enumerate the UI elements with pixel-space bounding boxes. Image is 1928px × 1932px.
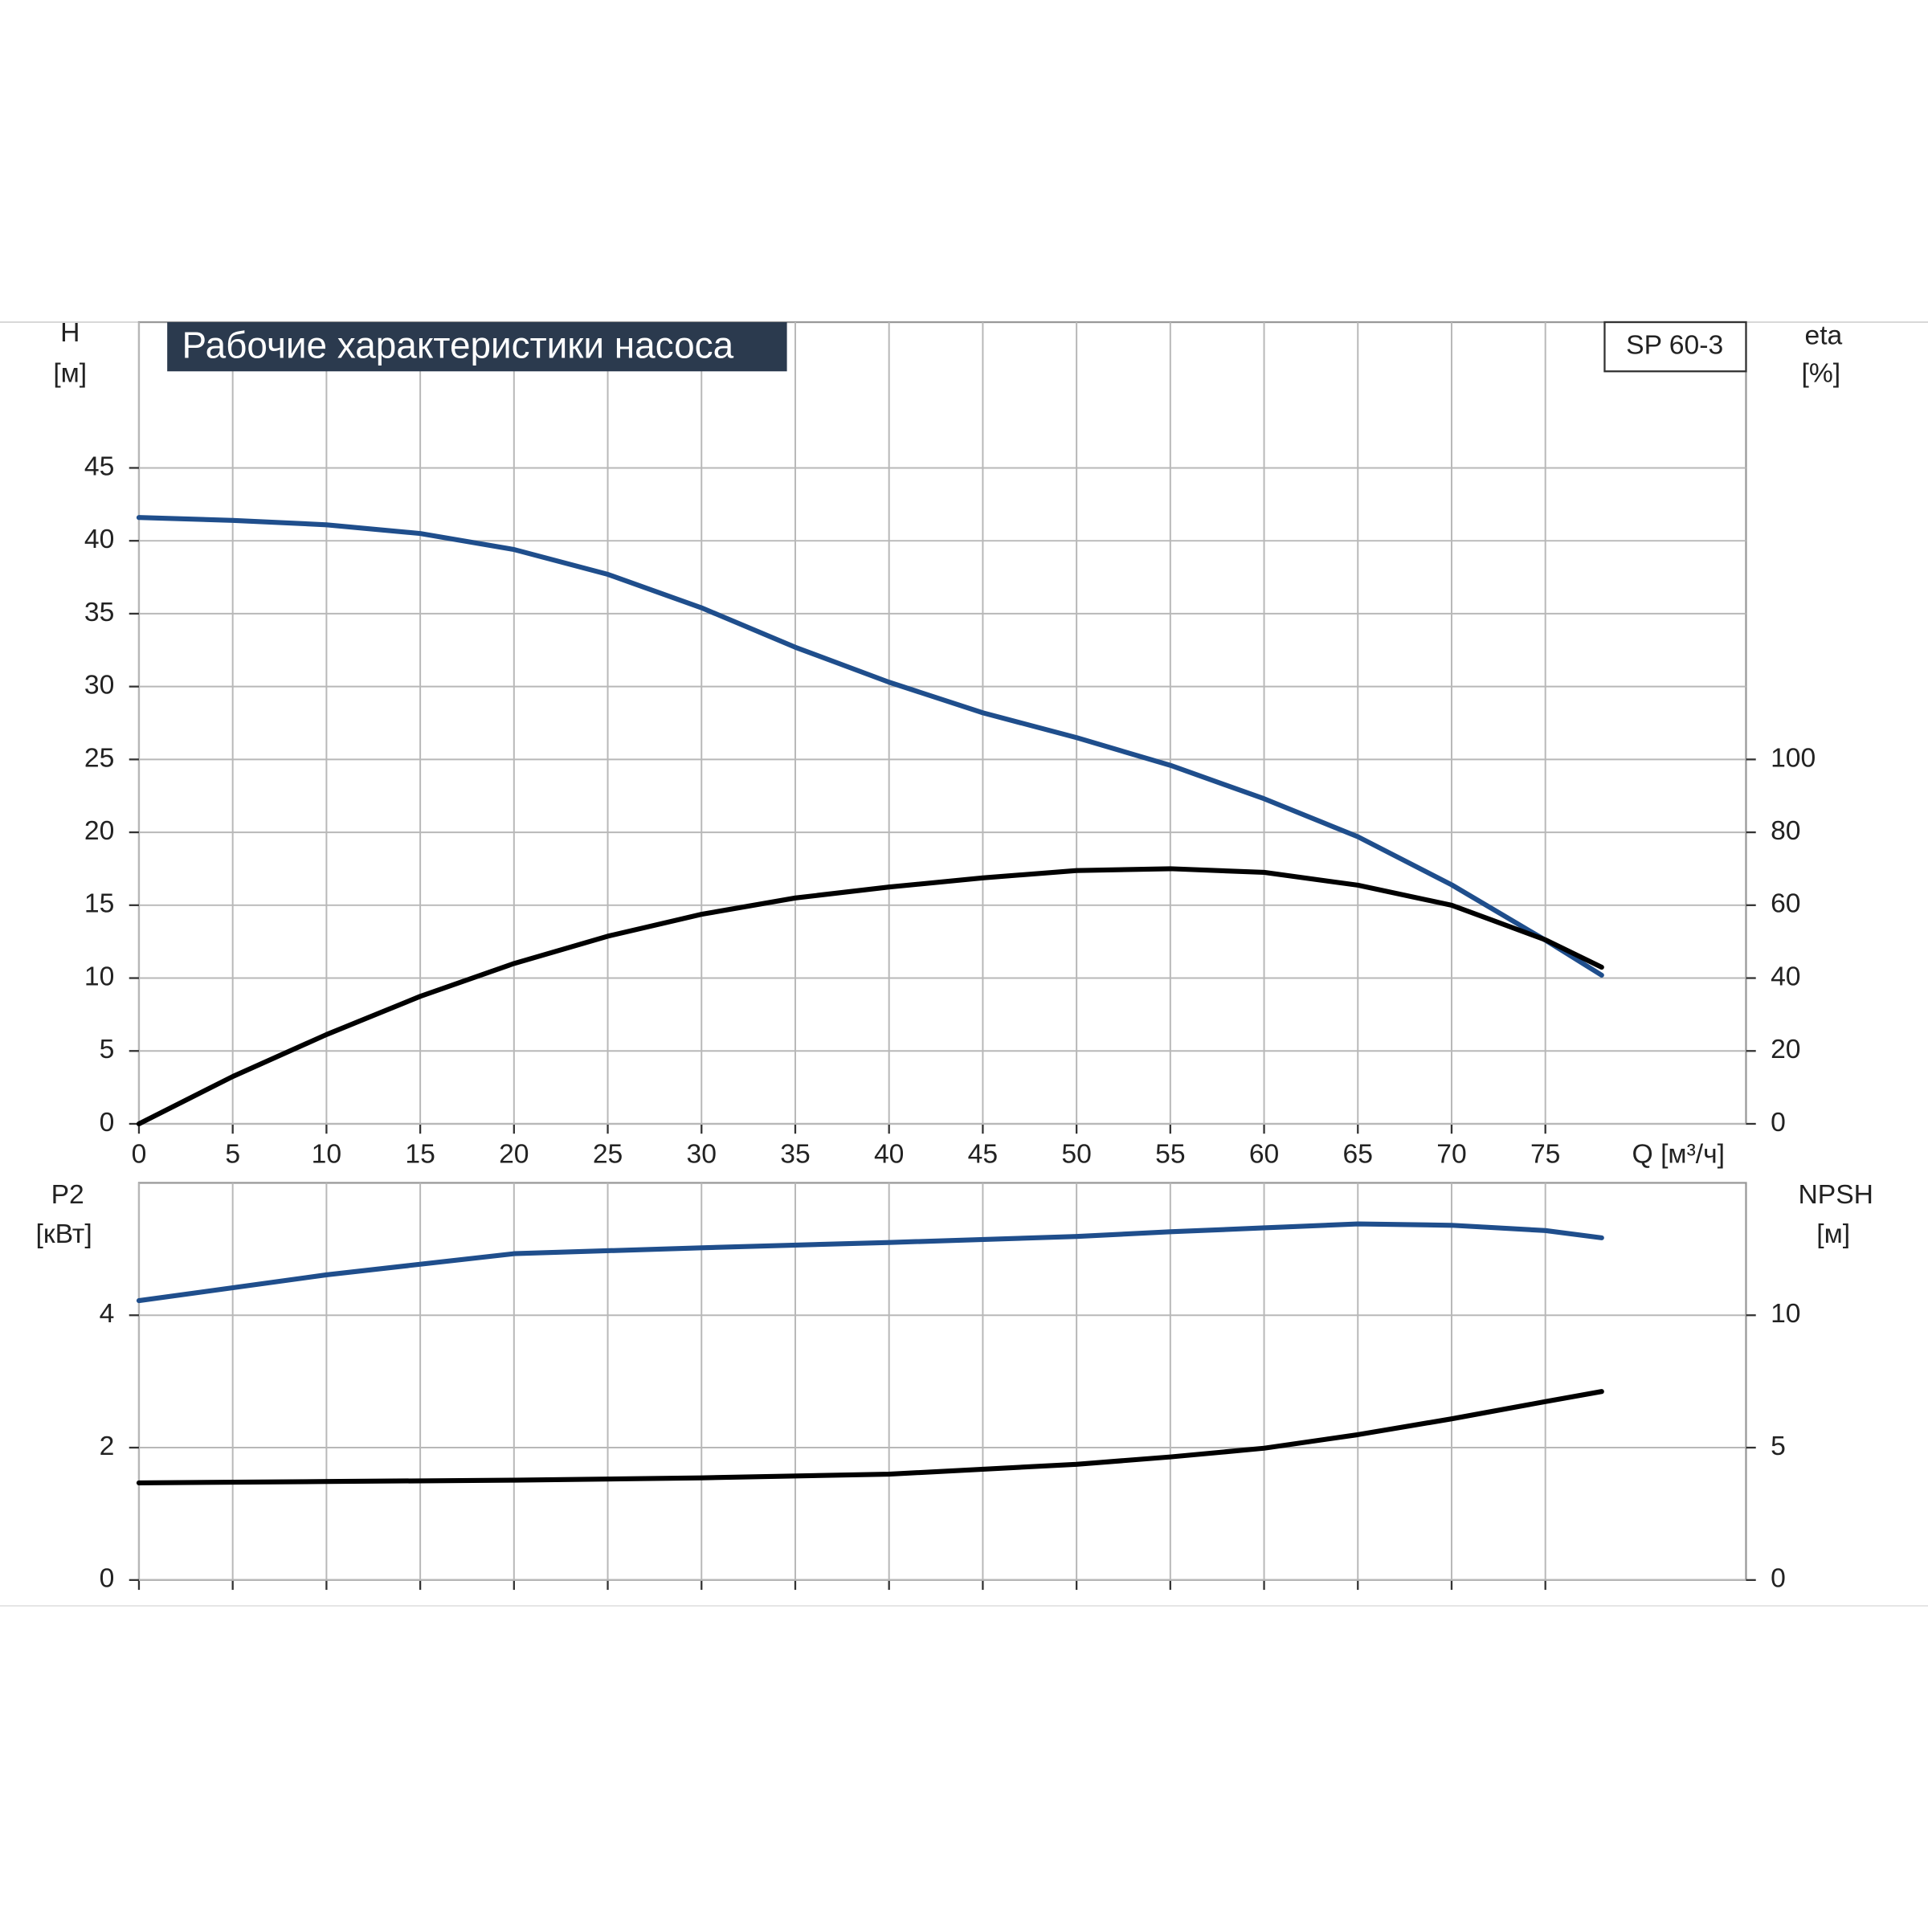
y2-label: NPSH <box>1798 1180 1873 1210</box>
x-tick-label: 0 <box>132 1140 147 1170</box>
y-tick-label: 40 <box>84 525 114 554</box>
y-tick-label: 2 <box>100 1432 115 1461</box>
x-tick-label: 60 <box>1249 1140 1279 1170</box>
y-tick-label: 0 <box>100 1564 115 1594</box>
y2-tick-label: 40 <box>1771 962 1800 991</box>
y-unit: [кВт] <box>36 1219 92 1249</box>
y2-unit: [м] <box>1816 1219 1850 1249</box>
y2-tick-label: 80 <box>1771 816 1800 846</box>
y-unit: [м] <box>53 359 87 389</box>
y-tick-label: 35 <box>84 598 114 627</box>
model-label: SP 60-3 <box>1626 331 1723 361</box>
x-tick-label: 30 <box>687 1140 717 1170</box>
curve <box>136 866 1604 1127</box>
x-tick-label: 15 <box>405 1140 435 1170</box>
y2-tick-label: 0 <box>1771 1564 1786 1594</box>
x-tick-label: 75 <box>1530 1140 1560 1170</box>
y-label: P2 <box>51 1180 84 1210</box>
chart-title: Рабочие характеристики насоса <box>182 324 734 366</box>
curve <box>136 515 1604 978</box>
y-tick-label: 30 <box>84 671 114 701</box>
y2-tick-label: 20 <box>1771 1035 1800 1064</box>
y-tick-label: 15 <box>84 889 114 919</box>
x-tick-label: 55 <box>1155 1140 1185 1170</box>
y-tick-label: 10 <box>84 962 114 991</box>
x-tick-label: 5 <box>225 1140 240 1170</box>
x-tick-label: 70 <box>1436 1140 1466 1170</box>
title-box <box>167 322 787 372</box>
x-tick-label: 35 <box>780 1140 810 1170</box>
y-tick-label: 20 <box>84 816 114 846</box>
x-tick-label: 50 <box>1061 1140 1091 1170</box>
x-label: Q [м³/ч] <box>1632 1140 1725 1170</box>
y-tick-label: 0 <box>100 1108 115 1138</box>
x-tick-label: 25 <box>593 1140 623 1170</box>
curve <box>136 1389 1604 1485</box>
y2-label: eta <box>1804 321 1842 350</box>
y2-tick-label: 10 <box>1771 1299 1800 1329</box>
curve <box>136 1221 1604 1304</box>
y-tick-label: 45 <box>84 451 114 481</box>
y-label: H <box>60 318 80 348</box>
y-tick-label: 25 <box>84 743 114 773</box>
y-tick-label: 4 <box>100 1299 115 1329</box>
x-tick-label: 45 <box>968 1140 998 1170</box>
model-box <box>1603 321 1747 373</box>
y2-tick-label: 0 <box>1771 1108 1786 1138</box>
x-tick-label: 65 <box>1343 1140 1373 1170</box>
y-tick-label: 5 <box>100 1035 115 1064</box>
y2-tick-label: 5 <box>1771 1432 1786 1461</box>
plots: 0 5 10 15 20 25 30 35 40 45 50 55 60 65 70 750510152025… <box>84 321 1816 1594</box>
x-tick-label: 20 <box>499 1140 529 1170</box>
x-tick-label: 40 <box>874 1140 904 1170</box>
y2-unit: [%] <box>1802 359 1841 389</box>
plot-area <box>137 321 1747 1125</box>
y2-tick-label: 60 <box>1771 889 1800 919</box>
x-tick-label: 10 <box>312 1140 341 1170</box>
y2-tick-label: 100 <box>1771 743 1816 773</box>
